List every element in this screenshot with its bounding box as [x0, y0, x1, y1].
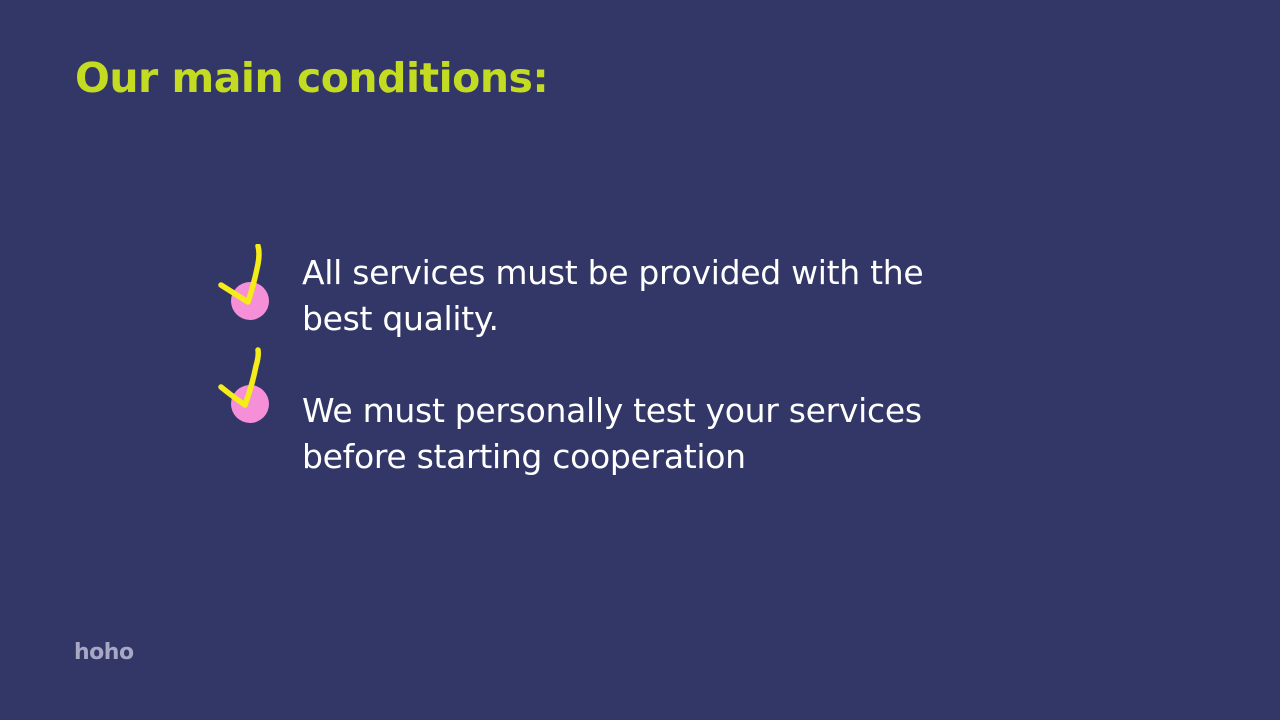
slide-title: Our main conditions: — [75, 54, 549, 102]
checkmark-icon — [218, 347, 269, 423]
brand-logo: hoho — [74, 640, 134, 665]
checkmark-icon — [218, 244, 269, 320]
list-item-text: We must personally test your services be… — [302, 391, 922, 476]
list-item-text: All services must be provided with the b… — [302, 253, 924, 338]
